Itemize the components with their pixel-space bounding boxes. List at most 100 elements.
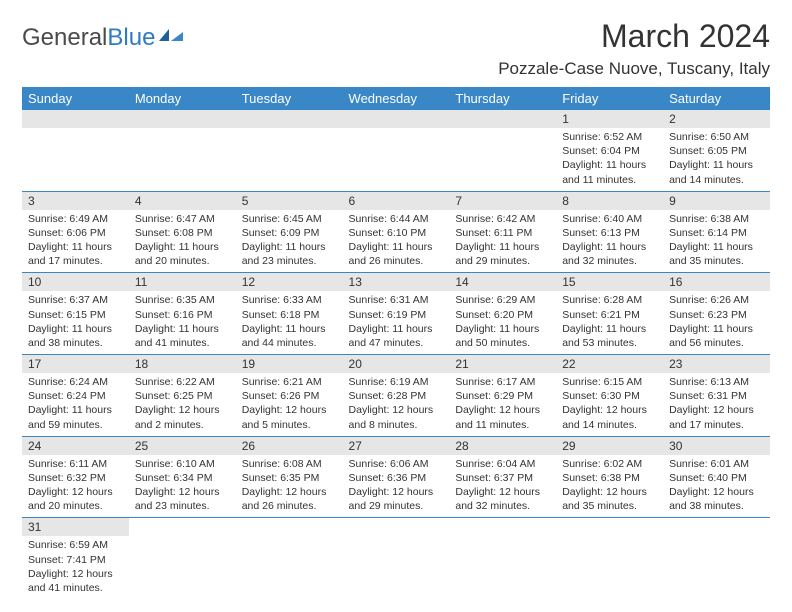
day-details: Sunrise: 6:40 AMSunset: 6:13 PMDaylight:… xyxy=(556,210,663,273)
sunrise: Sunrise: 6:11 AM xyxy=(28,457,123,471)
daylight: Daylight: 12 hours and 5 minutes. xyxy=(242,403,337,431)
daylight: Daylight: 11 hours and 14 minutes. xyxy=(669,158,764,186)
daylight: Daylight: 11 hours and 47 minutes. xyxy=(349,322,444,350)
calendar-day-cell: 25Sunrise: 6:10 AMSunset: 6:34 PMDayligh… xyxy=(129,436,236,518)
day-number: 12 xyxy=(236,273,343,291)
calendar-day-cell: 1Sunrise: 6:52 AMSunset: 6:04 PMDaylight… xyxy=(556,110,663,191)
daylight: Daylight: 11 hours and 32 minutes. xyxy=(562,240,657,268)
sunrise: Sunrise: 6:02 AM xyxy=(562,457,657,471)
sunset: Sunset: 6:13 PM xyxy=(562,226,657,240)
sunset: Sunset: 6:32 PM xyxy=(28,471,123,485)
daylight: Daylight: 12 hours and 26 minutes. xyxy=(242,485,337,513)
daylight: Daylight: 11 hours and 20 minutes. xyxy=(135,240,230,268)
weekday-header-row: SundayMondayTuesdayWednesdayThursdayFrid… xyxy=(22,87,770,110)
sunset: Sunset: 6:40 PM xyxy=(669,471,764,485)
day-number: 15 xyxy=(556,273,663,291)
daylight: Daylight: 11 hours and 38 minutes. xyxy=(28,322,123,350)
calendar-week-row: 17Sunrise: 6:24 AMSunset: 6:24 PMDayligh… xyxy=(22,355,770,437)
sunset: Sunset: 6:16 PM xyxy=(135,308,230,322)
calendar-week-row: 31Sunrise: 6:59 AMSunset: 7:41 PMDayligh… xyxy=(22,518,770,599)
sunrise: Sunrise: 6:17 AM xyxy=(455,375,550,389)
calendar-day-cell: 17Sunrise: 6:24 AMSunset: 6:24 PMDayligh… xyxy=(22,355,129,437)
calendar-day-cell xyxy=(236,518,343,599)
day-details: Sunrise: 6:01 AMSunset: 6:40 PMDaylight:… xyxy=(663,455,770,518)
day-number: 28 xyxy=(449,437,556,455)
sunrise: Sunrise: 6:33 AM xyxy=(242,293,337,307)
day-number: 25 xyxy=(129,437,236,455)
sunset: Sunset: 6:37 PM xyxy=(455,471,550,485)
day-details: Sunrise: 6:11 AMSunset: 6:32 PMDaylight:… xyxy=(22,455,129,518)
day-details: Sunrise: 6:31 AMSunset: 6:19 PMDaylight:… xyxy=(343,291,450,354)
calendar-day-cell: 29Sunrise: 6:02 AMSunset: 6:38 PMDayligh… xyxy=(556,436,663,518)
calendar-day-cell: 5Sunrise: 6:45 AMSunset: 6:09 PMDaylight… xyxy=(236,191,343,273)
day-details: Sunrise: 6:50 AMSunset: 6:05 PMDaylight:… xyxy=(663,128,770,191)
daylight: Daylight: 12 hours and 23 minutes. xyxy=(135,485,230,513)
calendar-day-cell xyxy=(343,518,450,599)
daylight: Daylight: 11 hours and 17 minutes. xyxy=(28,240,123,268)
calendar-day-cell xyxy=(343,110,450,191)
daylight: Daylight: 12 hours and 11 minutes. xyxy=(455,403,550,431)
calendar-day-cell: 4Sunrise: 6:47 AMSunset: 6:08 PMDaylight… xyxy=(129,191,236,273)
daylight: Daylight: 11 hours and 11 minutes. xyxy=(562,158,657,186)
calendar-day-cell: 26Sunrise: 6:08 AMSunset: 6:35 PMDayligh… xyxy=(236,436,343,518)
day-number: 4 xyxy=(129,192,236,210)
calendar-week-row: 10Sunrise: 6:37 AMSunset: 6:15 PMDayligh… xyxy=(22,273,770,355)
calendar-week-row: 3Sunrise: 6:49 AMSunset: 6:06 PMDaylight… xyxy=(22,191,770,273)
day-number: 30 xyxy=(663,437,770,455)
daylight: Daylight: 11 hours and 41 minutes. xyxy=(135,322,230,350)
day-details: Sunrise: 6:38 AMSunset: 6:14 PMDaylight:… xyxy=(663,210,770,273)
weekday-header: Friday xyxy=(556,87,663,110)
day-details: Sunrise: 6:22 AMSunset: 6:25 PMDaylight:… xyxy=(129,373,236,436)
daylight: Daylight: 11 hours and 59 minutes. xyxy=(28,403,123,431)
logo-text-blue: Blue xyxy=(107,24,155,52)
day-details: Sunrise: 6:45 AMSunset: 6:09 PMDaylight:… xyxy=(236,210,343,273)
sunset: Sunset: 6:21 PM xyxy=(562,308,657,322)
daylight: Daylight: 12 hours and 20 minutes. xyxy=(28,485,123,513)
daylight: Daylight: 12 hours and 29 minutes. xyxy=(349,485,444,513)
day-number: 14 xyxy=(449,273,556,291)
sunrise: Sunrise: 6:04 AM xyxy=(455,457,550,471)
calendar-day-cell: 15Sunrise: 6:28 AMSunset: 6:21 PMDayligh… xyxy=(556,273,663,355)
calendar-day-cell: 30Sunrise: 6:01 AMSunset: 6:40 PMDayligh… xyxy=(663,436,770,518)
day-number: 9 xyxy=(663,192,770,210)
sunset: Sunset: 6:18 PM xyxy=(242,308,337,322)
sunrise: Sunrise: 6:22 AM xyxy=(135,375,230,389)
sunset: Sunset: 6:29 PM xyxy=(455,389,550,403)
calendar-day-cell: 12Sunrise: 6:33 AMSunset: 6:18 PMDayligh… xyxy=(236,273,343,355)
calendar-day-cell xyxy=(449,518,556,599)
day-details: Sunrise: 6:04 AMSunset: 6:37 PMDaylight:… xyxy=(449,455,556,518)
flag-icon xyxy=(159,24,185,52)
calendar-day-cell: 22Sunrise: 6:15 AMSunset: 6:30 PMDayligh… xyxy=(556,355,663,437)
calendar-day-cell: 31Sunrise: 6:59 AMSunset: 7:41 PMDayligh… xyxy=(22,518,129,599)
sunrise: Sunrise: 6:29 AM xyxy=(455,293,550,307)
daylight: Daylight: 11 hours and 35 minutes. xyxy=(669,240,764,268)
day-number: 20 xyxy=(343,355,450,373)
sunrise: Sunrise: 6:31 AM xyxy=(349,293,444,307)
daylight: Daylight: 12 hours and 2 minutes. xyxy=(135,403,230,431)
sunrise: Sunrise: 6:21 AM xyxy=(242,375,337,389)
calendar-day-cell: 8Sunrise: 6:40 AMSunset: 6:13 PMDaylight… xyxy=(556,191,663,273)
calendar-day-cell: 3Sunrise: 6:49 AMSunset: 6:06 PMDaylight… xyxy=(22,191,129,273)
day-number: 29 xyxy=(556,437,663,455)
day-details: Sunrise: 6:17 AMSunset: 6:29 PMDaylight:… xyxy=(449,373,556,436)
calendar-day-cell: 7Sunrise: 6:42 AMSunset: 6:11 PMDaylight… xyxy=(449,191,556,273)
day-details: Sunrise: 6:24 AMSunset: 6:24 PMDaylight:… xyxy=(22,373,129,436)
calendar-day-cell: 28Sunrise: 6:04 AMSunset: 6:37 PMDayligh… xyxy=(449,436,556,518)
day-number: 2 xyxy=(663,110,770,128)
day-details: Sunrise: 6:28 AMSunset: 6:21 PMDaylight:… xyxy=(556,291,663,354)
logo: GeneralBlue xyxy=(22,18,185,52)
calendar-day-cell: 13Sunrise: 6:31 AMSunset: 6:19 PMDayligh… xyxy=(343,273,450,355)
sunset: Sunset: 6:04 PM xyxy=(562,144,657,158)
sunrise: Sunrise: 6:45 AM xyxy=(242,212,337,226)
day-details: Sunrise: 6:33 AMSunset: 6:18 PMDaylight:… xyxy=(236,291,343,354)
calendar-day-cell xyxy=(129,518,236,599)
header: GeneralBlue March 2024 Pozzale-Case Nuov… xyxy=(22,18,770,79)
sunset: Sunset: 6:25 PM xyxy=(135,389,230,403)
sunset: Sunset: 6:31 PM xyxy=(669,389,764,403)
calendar-day-cell xyxy=(449,110,556,191)
day-number: 10 xyxy=(22,273,129,291)
daylight: Daylight: 11 hours and 26 minutes. xyxy=(349,240,444,268)
day-number: 7 xyxy=(449,192,556,210)
day-details: Sunrise: 6:02 AMSunset: 6:38 PMDaylight:… xyxy=(556,455,663,518)
day-details: Sunrise: 6:19 AMSunset: 6:28 PMDaylight:… xyxy=(343,373,450,436)
